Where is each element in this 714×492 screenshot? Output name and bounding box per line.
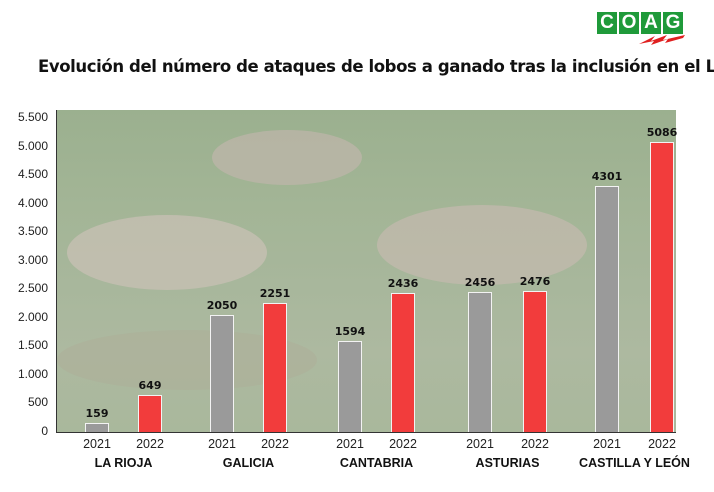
x-year-label: 2022 (648, 437, 676, 451)
x-year-label: 2022 (261, 437, 289, 451)
bar-2022 (523, 290, 547, 432)
plot-area-photo-background (57, 110, 676, 432)
bar-2021 (468, 291, 492, 432)
bar-2022 (138, 394, 162, 432)
bar-2022 (391, 292, 415, 432)
x-year-label: 2022 (521, 437, 549, 451)
x-region-label: CANTABRIA (339, 456, 414, 470)
x-year-label: 2021 (466, 437, 494, 451)
bar-value-label: 5086 (646, 125, 678, 139)
bar-2022 (650, 141, 674, 432)
chart-title: Evolución del número de ataques de lobos… (38, 57, 714, 76)
y-tick-label: 3.500 (17, 224, 48, 239)
x-axis-line (56, 432, 676, 433)
y-tick-label: 5.000 (17, 138, 48, 153)
bar-value-label: 2476 (519, 274, 551, 288)
bar-2021 (338, 340, 362, 432)
bar-value-label: 1594 (334, 324, 366, 338)
x-region-label: GALICIA (222, 456, 275, 470)
bar-2022 (263, 303, 287, 432)
y-axis-line (56, 110, 57, 433)
x-region-label: LA RIOJA (94, 456, 153, 470)
logo-swoosh-icon (639, 35, 685, 45)
y-tick-label: 0 (41, 424, 48, 438)
bar-value-label: 2050 (206, 298, 238, 312)
y-tick-label: 5.500 (17, 110, 48, 124)
bar-value-label: 649 (138, 378, 162, 392)
x-year-label: 2022 (389, 437, 417, 451)
x-year-label: 2021 (593, 437, 621, 451)
x-region-label: ASTURIAS (475, 456, 540, 470)
bar-value-label: 2456 (464, 275, 496, 289)
y-tick-label: 1.500 (17, 338, 48, 353)
bar-value-label: 159 (85, 406, 109, 420)
x-year-label: 2021 (336, 437, 364, 451)
logo-letter: G (663, 12, 683, 34)
y-tick-label: 2.000 (17, 309, 48, 324)
x-region-label: CASTILLA Y LEÓN (579, 456, 690, 470)
logo-letter: A (641, 12, 661, 34)
bar-2021 (85, 422, 109, 432)
x-year-label: 2021 (83, 437, 111, 451)
wolf-shape (377, 205, 587, 285)
bar-value-label: 2251 (259, 287, 291, 301)
y-tick-label: 500 (27, 395, 48, 410)
x-year-label: 2021 (208, 437, 236, 451)
y-tick-label: 1.000 (17, 366, 48, 381)
logo-letter: O (619, 12, 639, 34)
bar-value-label: 2436 (387, 276, 419, 290)
y-tick-label: 3.000 (17, 252, 48, 267)
x-year-label: 2022 (136, 437, 164, 451)
y-tick-label: 2.500 (17, 281, 48, 296)
bar-2021 (210, 314, 234, 432)
y-tick-label: 4.000 (17, 195, 48, 210)
bar-value-label: 4301 (591, 170, 623, 184)
wolf-shape (67, 215, 267, 290)
bar-2021 (595, 186, 619, 432)
wolf-shape (212, 130, 362, 185)
coag-logo: C O A G (597, 12, 685, 46)
y-tick-label: 4.500 (17, 167, 48, 182)
logo-letter: C (597, 12, 617, 34)
